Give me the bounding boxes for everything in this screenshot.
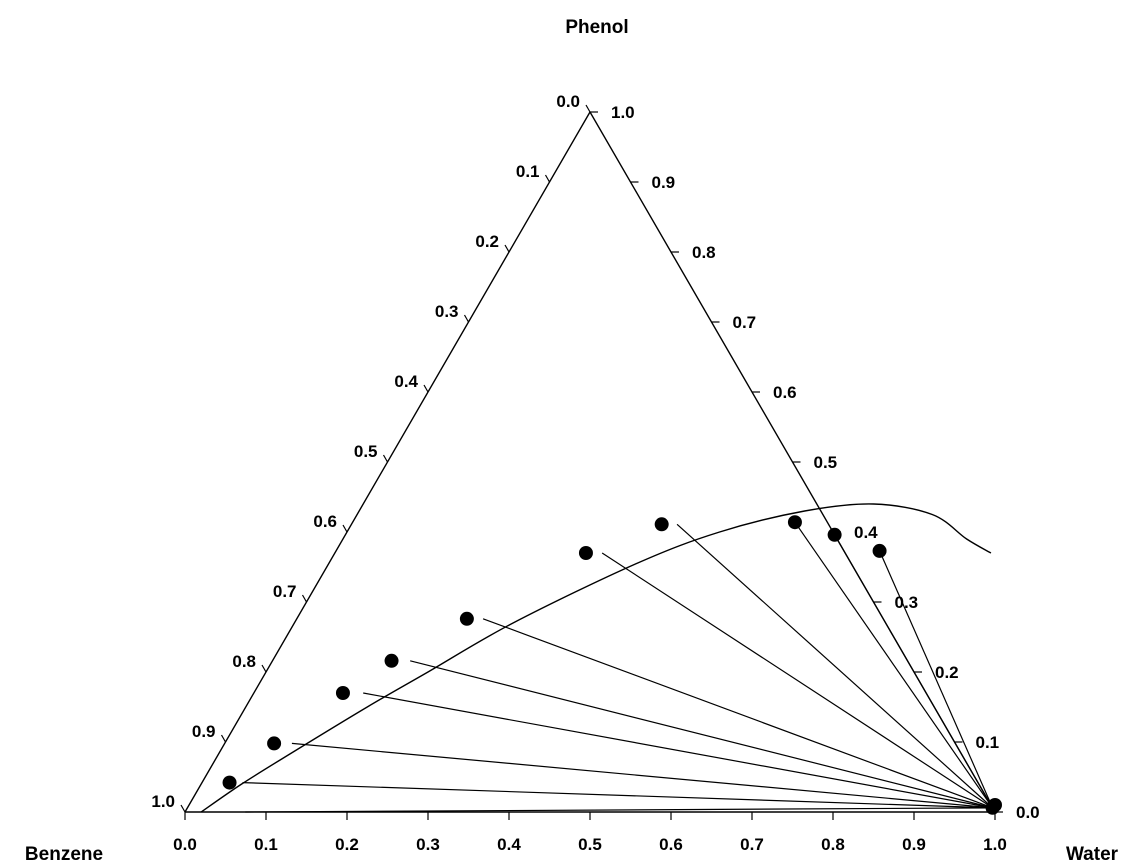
tick-label-right: 0.9 <box>652 173 676 192</box>
tie-line <box>834 534 994 809</box>
tick-label-bottom: 0.7 <box>740 835 764 854</box>
tie-line <box>482 618 993 809</box>
tick-label-right: 0.5 <box>814 453 838 472</box>
data-point <box>578 546 593 560</box>
tick-label-bottom: 0.6 <box>659 835 683 854</box>
tick-label-left: 0.7 <box>273 582 297 601</box>
tick-label-bottom: 0.3 <box>416 835 440 854</box>
data-points <box>222 515 1002 815</box>
tick-label-right: 0.0 <box>1016 803 1040 822</box>
tie-line <box>601 552 993 809</box>
tick-label-right: 0.7 <box>733 313 757 332</box>
tick-label-left: 0.1 <box>516 162 540 181</box>
vertex-labels: Phenol Benzene Water <box>25 17 1119 865</box>
tick-label-bottom: 0.4 <box>497 835 521 854</box>
data-point <box>459 611 474 626</box>
data-point-water-rich <box>985 800 1000 815</box>
tie-line <box>363 692 993 809</box>
tick-label-bottom: 0.9 <box>902 835 926 854</box>
tick-label-right: 0.4 <box>854 523 878 542</box>
data-point <box>827 527 842 542</box>
tick-left <box>220 734 227 743</box>
tick-left <box>382 454 389 463</box>
data-point <box>384 653 399 668</box>
tick-left <box>585 104 591 113</box>
tick-label-left: 0.4 <box>394 372 418 391</box>
tie-lines <box>242 521 994 813</box>
tick-label-right: 0.3 <box>895 593 919 612</box>
tick-label-left: 0.0 <box>556 92 580 111</box>
data-point <box>872 543 887 558</box>
tie-line <box>794 521 994 809</box>
tick-left <box>504 244 510 253</box>
tick-left <box>423 384 429 393</box>
tick-label-bottom: 0.2 <box>335 835 359 854</box>
tick-label-right: 0.1 <box>976 733 1000 752</box>
tick-label-right: 1.0 <box>611 103 635 122</box>
tick-left <box>301 594 308 603</box>
tick-label-left: 0.2 <box>475 232 499 251</box>
data-point <box>787 515 802 530</box>
axis-ticks <box>180 104 1003 820</box>
tick-label-right: 0.8 <box>692 243 716 262</box>
tie-line <box>291 742 993 809</box>
tick-label-bottom: 1.0 <box>983 835 1007 854</box>
vertex-label-bottom-left: Benzene <box>25 844 103 865</box>
data-point <box>335 686 350 700</box>
binodal-curve-group <box>200 503 992 813</box>
tie-line <box>879 550 994 809</box>
tick-label-left: 0.5 <box>354 442 378 461</box>
vertex-label-bottom-right: Water <box>1066 844 1119 865</box>
tick-label-bottom: 0.1 <box>254 835 278 854</box>
tie-line <box>410 660 993 809</box>
data-point <box>654 517 669 532</box>
tick-label-left: 0.6 <box>313 512 337 531</box>
tie-line <box>242 782 993 809</box>
tick-label-bottom: 0.8 <box>821 835 845 854</box>
tick-left <box>544 174 551 183</box>
tie-line <box>676 523 994 809</box>
tick-label-left: 1.0 <box>151 792 175 811</box>
tick-label-bottom: 0.0 <box>173 835 197 854</box>
axis-tick-labels: 0.0 0.1 0.2 0.3 0.4 0.5 0.6 0.7 0.8 0.9 1.0 0.0 0.1 0… <box>151 92 1039 854</box>
tie-line <box>245 807 993 813</box>
tick-left <box>180 804 186 813</box>
triangle-frame <box>184 111 996 813</box>
tick-left <box>342 524 348 533</box>
vertex-label-top: Phenol <box>565 17 628 38</box>
tick-left <box>261 664 267 673</box>
tick-label-right: 0.6 <box>773 383 797 402</box>
tick-label-right: 0.2 <box>935 663 959 682</box>
binodal-curve <box>200 503 992 813</box>
tick-label-left: 0.8 <box>232 652 256 671</box>
data-point <box>267 736 282 751</box>
tick-label-left: 0.9 <box>192 722 216 741</box>
data-point <box>222 775 237 790</box>
tick-left <box>463 314 470 323</box>
tick-label-bottom: 0.5 <box>578 835 602 854</box>
tick-label-left: 0.3 <box>435 302 459 321</box>
